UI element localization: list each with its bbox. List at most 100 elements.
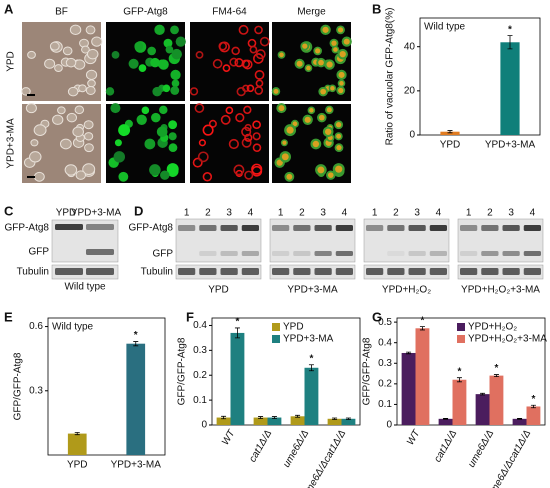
cell	[33, 124, 47, 136]
cell	[81, 45, 90, 54]
error-bar	[308, 364, 314, 372]
band-label: Tubulin	[141, 267, 173, 278]
bar	[327, 418, 342, 425]
plot-frame	[419, 17, 541, 136]
condition-label: YPD+H₂O₂	[382, 285, 431, 296]
cell	[273, 88, 279, 94]
cell	[254, 86, 264, 95]
band	[481, 251, 499, 256]
band	[293, 251, 311, 256]
band	[220, 225, 238, 231]
cell	[333, 47, 338, 52]
lane-label: YPD	[56, 208, 77, 219]
x-tick-label: YPD+3-MA	[485, 140, 536, 151]
cell	[251, 163, 263, 175]
cell	[282, 140, 287, 145]
cell	[309, 108, 314, 113]
cell	[78, 84, 87, 93]
bar	[440, 131, 460, 135]
band	[387, 225, 405, 231]
band	[335, 225, 353, 231]
cell	[315, 48, 321, 54]
y-tick-label: 40	[404, 41, 416, 52]
band	[366, 268, 384, 275]
legend-swatch	[272, 323, 280, 331]
cell	[44, 58, 56, 69]
lane-number: 1	[466, 208, 472, 219]
band-label: GFP-Atg8	[129, 223, 174, 234]
bar	[216, 417, 231, 425]
cell	[339, 81, 344, 86]
band	[408, 268, 426, 275]
cell	[118, 171, 129, 182]
cell	[238, 24, 249, 35]
lane-number: 4	[436, 208, 442, 219]
cell	[147, 46, 156, 56]
legend-swatch	[272, 335, 280, 343]
cell	[29, 151, 42, 163]
error-bar	[258, 416, 264, 419]
error-bar	[221, 415, 227, 420]
cell	[246, 84, 255, 93]
cell	[91, 36, 103, 47]
error-bar	[507, 35, 513, 50]
cell	[151, 112, 161, 123]
y-tick-label: 0	[201, 420, 207, 431]
cell	[244, 133, 253, 142]
band	[220, 268, 238, 275]
cell	[87, 79, 96, 88]
cell	[83, 120, 94, 130]
error-bar	[345, 417, 351, 420]
cell	[252, 120, 261, 130]
legend-label: YPD+3-MA	[283, 334, 334, 345]
x-tick-label: WT	[405, 428, 423, 448]
band	[178, 268, 196, 275]
band	[199, 268, 217, 275]
column-header: Merge	[297, 7, 326, 18]
x-tick-label: WT	[220, 428, 238, 448]
cell	[141, 106, 150, 115]
lane-number: 1	[184, 208, 190, 219]
cell	[241, 126, 252, 137]
x-tick-label: cat1Δ/Δ	[247, 428, 274, 464]
lane-number: 4	[530, 208, 536, 219]
cell	[84, 132, 94, 141]
cell	[317, 166, 325, 174]
band	[55, 224, 83, 230]
y-tick-label: 0.1	[193, 395, 207, 406]
cell	[168, 143, 178, 153]
blot	[363, 264, 450, 280]
cell	[86, 48, 99, 60]
error-bar	[295, 414, 301, 418]
cell	[136, 114, 147, 125]
band	[481, 268, 499, 275]
cell	[65, 57, 77, 68]
cell	[198, 139, 207, 147]
cell	[194, 103, 205, 113]
cell	[252, 143, 262, 152]
band	[408, 251, 426, 256]
lane-number: 4	[248, 208, 254, 219]
error-bar	[493, 374, 499, 378]
y-tick-label: 0.3	[29, 385, 43, 396]
cell	[255, 49, 266, 60]
cell	[302, 43, 308, 49]
blot	[269, 264, 356, 280]
cell	[252, 132, 261, 141]
y-tick-label: 0.1	[378, 399, 392, 410]
significance-star: *	[457, 366, 461, 377]
band	[408, 225, 426, 231]
y-tick-label: 0.5	[378, 317, 392, 328]
cell	[281, 153, 289, 161]
bar	[67, 433, 87, 455]
legend-swatch	[457, 323, 465, 331]
y-tick-label: 0.4	[378, 337, 392, 348]
panel-label: F	[186, 309, 194, 324]
micrograph	[105, 22, 186, 101]
band-label: Tubulin	[17, 267, 49, 278]
cell	[286, 126, 294, 134]
bar	[230, 332, 245, 425]
band	[314, 268, 332, 275]
bar	[341, 418, 356, 425]
error-bar	[234, 327, 240, 339]
